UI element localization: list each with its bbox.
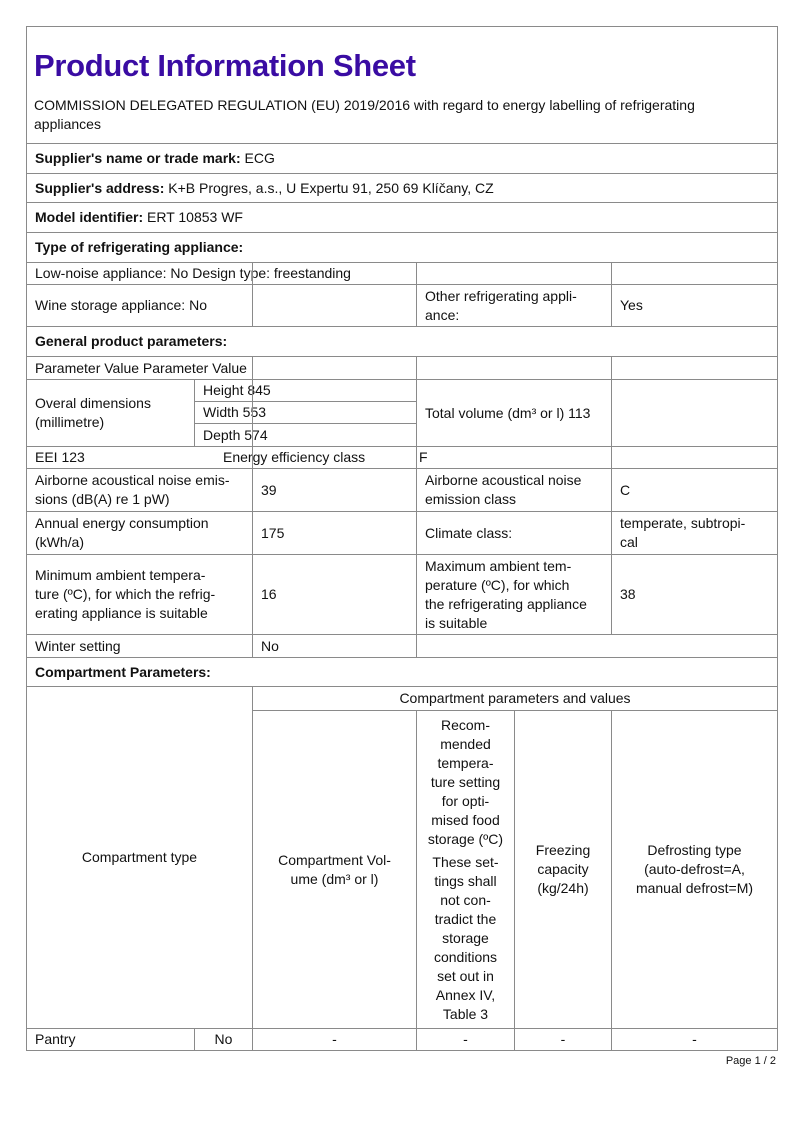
noise-value: 39 xyxy=(252,468,417,512)
model-row: Model identifier: ERT 10853 WF xyxy=(26,202,778,233)
empty-cell xyxy=(611,262,778,285)
eei-value: EEI 123 xyxy=(35,449,85,465)
energy-class-label: Energy efficiency class xyxy=(223,449,366,465)
supplier-address-row: Supplier's address: K+B Progres, a.s., U… xyxy=(26,173,778,203)
pantry-volume: - xyxy=(252,1028,417,1051)
pantry-freezing: - xyxy=(514,1028,612,1051)
max-temp-label: Maximum ambient tem- perature (ºC), for … xyxy=(416,554,612,635)
recommended-temp-text: Recom- mended tempera- ture setting for … xyxy=(427,716,504,847)
empty-cell xyxy=(416,634,778,658)
compartment-heading: Compartment Parameters: xyxy=(26,657,778,687)
empty-cell xyxy=(611,379,778,447)
type-heading: Type of refrigerating appliance: xyxy=(26,232,778,263)
height-value: Height 845 xyxy=(194,379,417,402)
compartment-params-header: Compartment parameters and values xyxy=(252,686,778,711)
pantry-name: Pantry xyxy=(26,1028,195,1051)
model-label: Model identifier: xyxy=(35,209,144,225)
winter-label: Winter setting xyxy=(26,634,253,658)
recommended-temp-header: Recom- mended tempera- ture setting for … xyxy=(416,710,515,1029)
empty-cell xyxy=(416,356,612,380)
supplier-address-label: Supplier's address: xyxy=(35,179,165,196)
energy-class-value: F xyxy=(416,446,612,469)
freezing-capacity-header: Freezing capacity (kg/24h) xyxy=(514,710,612,1029)
pantry-temp: - xyxy=(416,1028,515,1051)
pantry-present: No xyxy=(194,1028,253,1051)
type-heading-text: Type of refrigerating appliance: xyxy=(35,239,244,255)
page-title: Product Information Sheet xyxy=(34,48,416,83)
max-temp-value: 38 xyxy=(611,554,778,635)
recommended-temp-note: These set- tings shall not con- tradict … xyxy=(432,853,499,1022)
supplier-name-label: Supplier's name or trade mark: xyxy=(35,150,241,166)
other-appliance-value: Yes xyxy=(611,284,778,327)
supplier-name-value: ECG xyxy=(244,150,275,166)
divider xyxy=(252,446,253,469)
supplier-name-row: Supplier's name or trade mark: ECG xyxy=(26,143,778,174)
wine-storage-cell: Wine storage appliance: No xyxy=(26,284,253,327)
climate-label: Climate class: xyxy=(416,511,612,555)
noise-class-value: C xyxy=(611,468,778,512)
noise-label: Airborne acoustical noise emis- sions (d… xyxy=(26,468,253,512)
divider xyxy=(252,356,253,380)
other-appliance-label: Other refrigerating appli- ance: xyxy=(416,284,612,327)
empty-cell xyxy=(611,356,778,380)
total-volume: Total volume (dm³ or l) 113 xyxy=(416,379,612,447)
noise-class-label: Airborne acoustical noise emission class xyxy=(416,468,612,512)
supplier-address-value: K+B Progres, a.s., U Expertu 91, 250 69 … xyxy=(168,179,494,196)
depth-value: Depth 574 xyxy=(194,423,417,447)
low-noise-cell: Low-noise appliance: No Design type: fre… xyxy=(26,262,417,285)
defrosting-type-header: Defrosting type (auto-defrost=A, manual … xyxy=(611,710,778,1029)
annual-label: Annual energy consumption (kWh/a) xyxy=(26,511,253,555)
compartment-volume-header: Compartment Vol- ume (dm³ or l) xyxy=(252,710,417,1029)
pantry-defrost: - xyxy=(611,1028,778,1051)
annual-value: 175 xyxy=(252,511,417,555)
regulation-subtitle: COMMISSION DELEGATED REGULATION (EU) 201… xyxy=(34,97,695,132)
dimensions-label: Overal dimensions (millimetre) xyxy=(26,379,195,447)
winter-value: No xyxy=(252,634,417,658)
model-value: ERT 10853 WF xyxy=(147,209,243,225)
empty-cell xyxy=(252,284,417,327)
width-value: Width 553 xyxy=(194,401,417,424)
empty-cell xyxy=(611,446,778,469)
general-heading: General product parameters: xyxy=(26,326,778,357)
climate-value: temperate, subtropi- cal xyxy=(611,511,778,555)
eei-cell: EEI 123 Energy efficiency class xyxy=(26,446,417,469)
empty-cell xyxy=(416,262,612,285)
page-number: Page 1 / 2 xyxy=(725,1055,776,1067)
general-heading-text: General product parameters: xyxy=(35,333,228,349)
compartment-type-header: Compartment type xyxy=(26,686,253,1029)
divider xyxy=(252,379,253,447)
parameter-header: Parameter Value Parameter Value xyxy=(26,356,417,380)
min-temp-label: Minimum ambient tempera- ture (ºC), for … xyxy=(26,554,253,635)
min-temp-value: 16 xyxy=(252,554,417,635)
divider xyxy=(252,262,253,285)
compartment-heading-text: Compartment Parameters: xyxy=(35,663,211,680)
